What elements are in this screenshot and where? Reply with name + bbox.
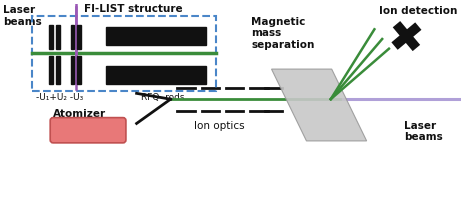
Bar (56, 56, 60, 84)
Text: -U₁+U₂ -U₃: -U₁+U₂ -U₃ (36, 93, 83, 102)
Text: FI-LIST structure: FI-LIST structure (84, 4, 183, 14)
Polygon shape (272, 69, 367, 141)
Text: Ion optics: Ion optics (194, 121, 245, 130)
Bar (49, 56, 53, 84)
Bar (49, 25, 53, 49)
Bar (106, 66, 207, 84)
Bar (77, 56, 81, 84)
Bar (71, 25, 74, 49)
Bar (106, 27, 207, 45)
Bar (77, 25, 81, 49)
Bar (56, 25, 60, 49)
FancyBboxPatch shape (50, 118, 126, 143)
Text: Laser
beams: Laser beams (404, 121, 443, 142)
Text: Laser
beams: Laser beams (3, 5, 41, 27)
Bar (71, 56, 74, 84)
Text: RFQ  rods: RFQ rods (141, 93, 185, 102)
Bar (32, 16, 216, 91)
Text: Atomizer: Atomizer (53, 109, 106, 119)
Text: Magnetic
mass
separation: Magnetic mass separation (251, 17, 315, 50)
Text: Ion detection: Ion detection (379, 6, 457, 16)
